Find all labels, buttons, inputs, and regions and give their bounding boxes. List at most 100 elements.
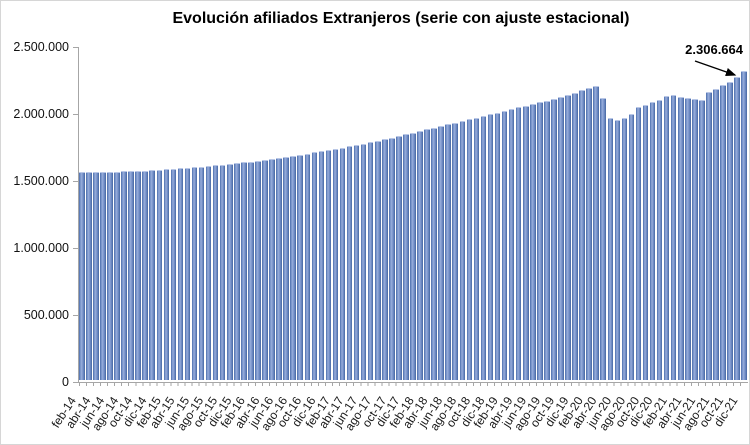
bar-ago-18 <box>459 121 466 380</box>
x-tick-label: jun-15 <box>161 394 192 430</box>
bar-jul-20 <box>621 118 628 380</box>
bar-sep-20 <box>635 107 642 380</box>
y-tick-label: 2.500.000 <box>13 40 69 54</box>
bar-series <box>79 45 747 380</box>
x-tick-label: abr-14 <box>62 394 94 431</box>
bar-oct-18 <box>473 117 480 380</box>
bar-nov-16 <box>311 152 318 380</box>
y-tick-mark <box>73 248 78 249</box>
x-tick-label: dic-17 <box>373 394 403 430</box>
x-tick-label: jun-21 <box>668 394 699 430</box>
bar-oct-20 <box>642 105 649 380</box>
bar-nov-14 <box>142 170 148 380</box>
bar-feb-14 <box>79 171 85 380</box>
bar-may-18 <box>438 125 444 380</box>
plot-area <box>78 47 748 383</box>
bar-may-16 <box>269 158 275 380</box>
bar-sep-19 <box>551 98 557 380</box>
x-tick-label: abr-18 <box>400 394 431 431</box>
x-tick-label: abr-17 <box>315 394 347 431</box>
bar-jun-14 <box>107 171 113 380</box>
bar-abr-21 <box>685 98 691 380</box>
bar-jun-16 <box>276 157 282 380</box>
x-tick-label: oct-20 <box>611 394 642 430</box>
bar-nov-19 <box>565 95 571 380</box>
x-tick-label: oct-16 <box>274 394 305 430</box>
bar-feb-19 <box>501 110 508 380</box>
bar-jul-15 <box>198 166 205 380</box>
bar-jun-20 <box>614 120 621 380</box>
x-tick-label: dic-20 <box>626 394 656 430</box>
x-tick-label: dic-18 <box>457 394 488 430</box>
bar-sep-17 <box>382 139 388 380</box>
bar-mar-20 <box>593 86 599 380</box>
bar-ago-19 <box>544 100 550 380</box>
x-tick-label: feb-19 <box>471 394 502 431</box>
bar-ene-18 <box>410 132 416 380</box>
x-tick-label: ago-20 <box>595 394 628 434</box>
x-tick-label: oct-17 <box>358 394 389 430</box>
x-tick-label: ago-15 <box>173 394 206 434</box>
bar-ene-17 <box>325 150 332 380</box>
x-tick-label: ago-16 <box>258 394 291 434</box>
x-tick-label: dic-14 <box>120 394 150 430</box>
bar-ago-15 <box>205 166 212 380</box>
bar-ene-20 <box>579 90 585 380</box>
bar-mar-17 <box>339 147 346 380</box>
bar-oct-15 <box>219 164 226 380</box>
bar-abr-14 <box>93 172 99 380</box>
x-tick-label: feb-14 <box>49 394 80 431</box>
bar-ene-16 <box>241 162 247 380</box>
bar-nov-15 <box>226 164 233 380</box>
x-tick-label: ago-19 <box>511 394 544 434</box>
y-tick-label: 1.000.000 <box>13 241 69 255</box>
y-tick-mark <box>73 315 78 316</box>
bar-may-14 <box>100 172 106 380</box>
y-tick-mark <box>73 114 78 115</box>
bar-oct-21 <box>727 81 733 380</box>
x-tick-label: ago-21 <box>680 394 713 434</box>
x-tick-label: dic-19 <box>542 394 572 430</box>
bar-ene-19 <box>494 112 501 380</box>
bar-oct-16 <box>304 153 311 380</box>
x-tick-label: jun-18 <box>415 394 446 430</box>
bar-feb-17 <box>332 148 339 380</box>
bar-sep-21 <box>720 84 726 380</box>
chart-title: Evolución afiliados Extranjeros (serie c… <box>172 10 630 27</box>
bar-abr-15 <box>177 168 184 380</box>
bar-oct-17 <box>389 137 395 380</box>
bar-ago-14 <box>121 171 127 380</box>
bar-jul-21 <box>706 91 712 380</box>
bar-feb-20 <box>586 87 592 380</box>
bar-nov-21 <box>734 76 740 380</box>
bar-sep-16 <box>297 154 303 380</box>
bar-dic-15 <box>234 163 240 380</box>
x-axis-ticks <box>79 383 747 386</box>
y-tick-label: 1.500.000 <box>13 174 69 188</box>
bar-sep-15 <box>212 165 219 380</box>
bar-nov-17 <box>396 136 402 380</box>
bar-dic-20 <box>656 99 663 380</box>
x-tick-label: oct-21 <box>696 394 727 430</box>
x-tick-label: jun-14 <box>77 394 108 430</box>
bar-jun-21 <box>699 99 705 380</box>
bar-ago-20 <box>628 114 635 380</box>
bar-abr-17 <box>346 146 353 380</box>
bar-abr-16 <box>262 159 268 380</box>
bar-jul-16 <box>283 156 289 380</box>
x-tick-label: dic-21 <box>710 394 741 430</box>
bar-jul-17 <box>367 142 374 380</box>
bar-may-17 <box>353 145 360 380</box>
bar-mar-18 <box>424 129 430 380</box>
y-tick-label: 500.000 <box>23 308 69 322</box>
bar-oct-14 <box>135 170 141 380</box>
x-tick-label: oct-18 <box>443 394 474 430</box>
bar-jul-19 <box>537 102 543 380</box>
bar-ago-16 <box>290 155 296 380</box>
bar-mar-14 <box>86 172 92 380</box>
bar-dic-16 <box>318 151 325 380</box>
bar-jun-15 <box>191 167 198 380</box>
y-tick-mark <box>73 181 78 182</box>
bar-nov-20 <box>649 102 656 380</box>
